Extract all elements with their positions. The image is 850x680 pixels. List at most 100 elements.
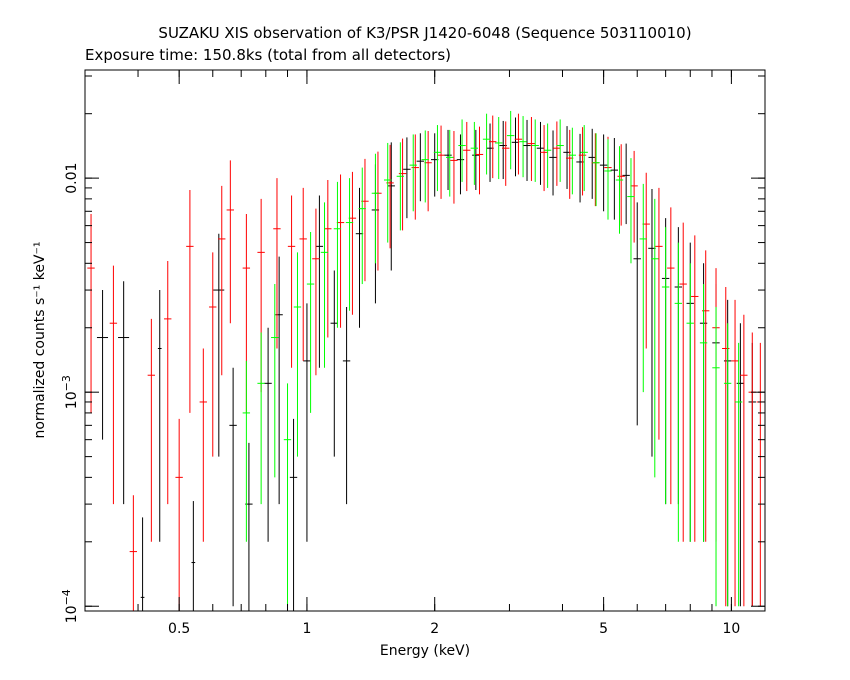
data-point	[472, 129, 480, 191]
data-point	[283, 383, 292, 607]
data-point	[226, 160, 234, 324]
data-point	[303, 303, 311, 542]
data-point	[592, 133, 600, 207]
data-point	[446, 129, 454, 197]
data-point	[218, 185, 226, 376]
data-point	[722, 287, 730, 607]
data-point	[186, 190, 194, 413]
data-point	[371, 153, 380, 264]
data-point	[109, 265, 118, 505]
data-point	[568, 127, 577, 195]
data-point	[615, 146, 624, 234]
x-tick-label: 1	[302, 621, 311, 637]
data-point	[437, 125, 445, 199]
data-point	[358, 167, 366, 285]
data-point	[622, 143, 630, 225]
data-point	[549, 130, 557, 196]
data-point	[199, 348, 207, 542]
data-point	[416, 133, 424, 202]
data-point	[489, 115, 497, 179]
data-point	[610, 137, 619, 220]
data-point	[209, 252, 217, 457]
data-point	[229, 367, 237, 607]
data-point	[336, 174, 345, 328]
x-axis-label: Energy (keV)	[380, 643, 470, 659]
data-point	[519, 116, 527, 178]
data-point	[740, 314, 748, 607]
data-point	[523, 119, 531, 181]
data-point	[345, 178, 354, 311]
data-point	[257, 332, 265, 505]
data-point	[271, 284, 279, 478]
data-point	[667, 207, 675, 505]
data-point	[463, 121, 471, 192]
data-point	[409, 134, 417, 212]
y-tick-label: 0.01	[64, 163, 80, 194]
data-point	[553, 121, 561, 186]
data-point	[531, 119, 539, 182]
data-point	[384, 142, 392, 243]
data-point	[450, 131, 458, 204]
data-series-layer	[87, 110, 764, 611]
data-point	[421, 130, 429, 203]
data-point	[387, 142, 395, 271]
data-point	[674, 242, 683, 542]
data-point	[699, 284, 708, 542]
data-point	[578, 127, 587, 196]
data-point	[242, 360, 251, 542]
data-point	[731, 299, 739, 607]
data-point	[293, 252, 302, 457]
data-point	[506, 110, 515, 170]
data-point	[661, 227, 670, 505]
data-point	[320, 202, 329, 368]
x-tick-label: 0.5	[168, 621, 190, 637]
data-point	[306, 232, 315, 413]
data-point	[604, 139, 612, 220]
x-tick-label: 5	[599, 621, 608, 637]
data-point	[494, 117, 503, 180]
data-point	[264, 327, 272, 542]
data-point	[734, 342, 743, 607]
data-point	[736, 323, 745, 607]
data-point	[679, 222, 687, 542]
x-tick-label: 10	[722, 621, 740, 637]
data-point	[213, 233, 225, 457]
data-point	[691, 235, 699, 542]
data-point	[396, 142, 405, 231]
y-axis-label: normalized counts s⁻¹ keV⁻¹	[32, 241, 48, 438]
plot-frame	[84, 69, 766, 612]
data-point	[458, 119, 466, 182]
data-point	[433, 125, 442, 192]
y-tick-label: 10−3	[60, 375, 80, 409]
data-point	[536, 121, 545, 185]
data-point	[470, 121, 479, 185]
data-point	[157, 290, 162, 542]
series-1	[87, 113, 764, 611]
data-point	[444, 129, 452, 191]
data-point	[273, 178, 281, 349]
data-point	[651, 198, 659, 478]
data-point	[456, 134, 465, 195]
data-point	[342, 307, 351, 505]
chart-subtitle: Exposure time: 150.8ks (total from all d…	[85, 46, 451, 64]
data-point	[723, 323, 732, 607]
data-point	[482, 113, 491, 175]
data-point	[511, 117, 520, 177]
data-point	[175, 418, 183, 611]
data-point	[502, 121, 510, 186]
data-point	[96, 290, 109, 440]
y-tick-label: 10−4	[60, 589, 80, 623]
data-point	[118, 281, 130, 505]
data-point	[191, 501, 196, 611]
axes-layer: 0.5 1 2 5 10 10−4 10−3 0.01	[60, 70, 765, 637]
data-point	[147, 318, 156, 542]
data-point	[287, 195, 296, 368]
data-point	[627, 158, 635, 264]
data-point	[403, 137, 411, 219]
data-point	[599, 134, 608, 212]
data-point	[543, 123, 552, 188]
data-point	[588, 128, 596, 199]
data-point	[527, 117, 536, 181]
data-point	[164, 261, 172, 505]
